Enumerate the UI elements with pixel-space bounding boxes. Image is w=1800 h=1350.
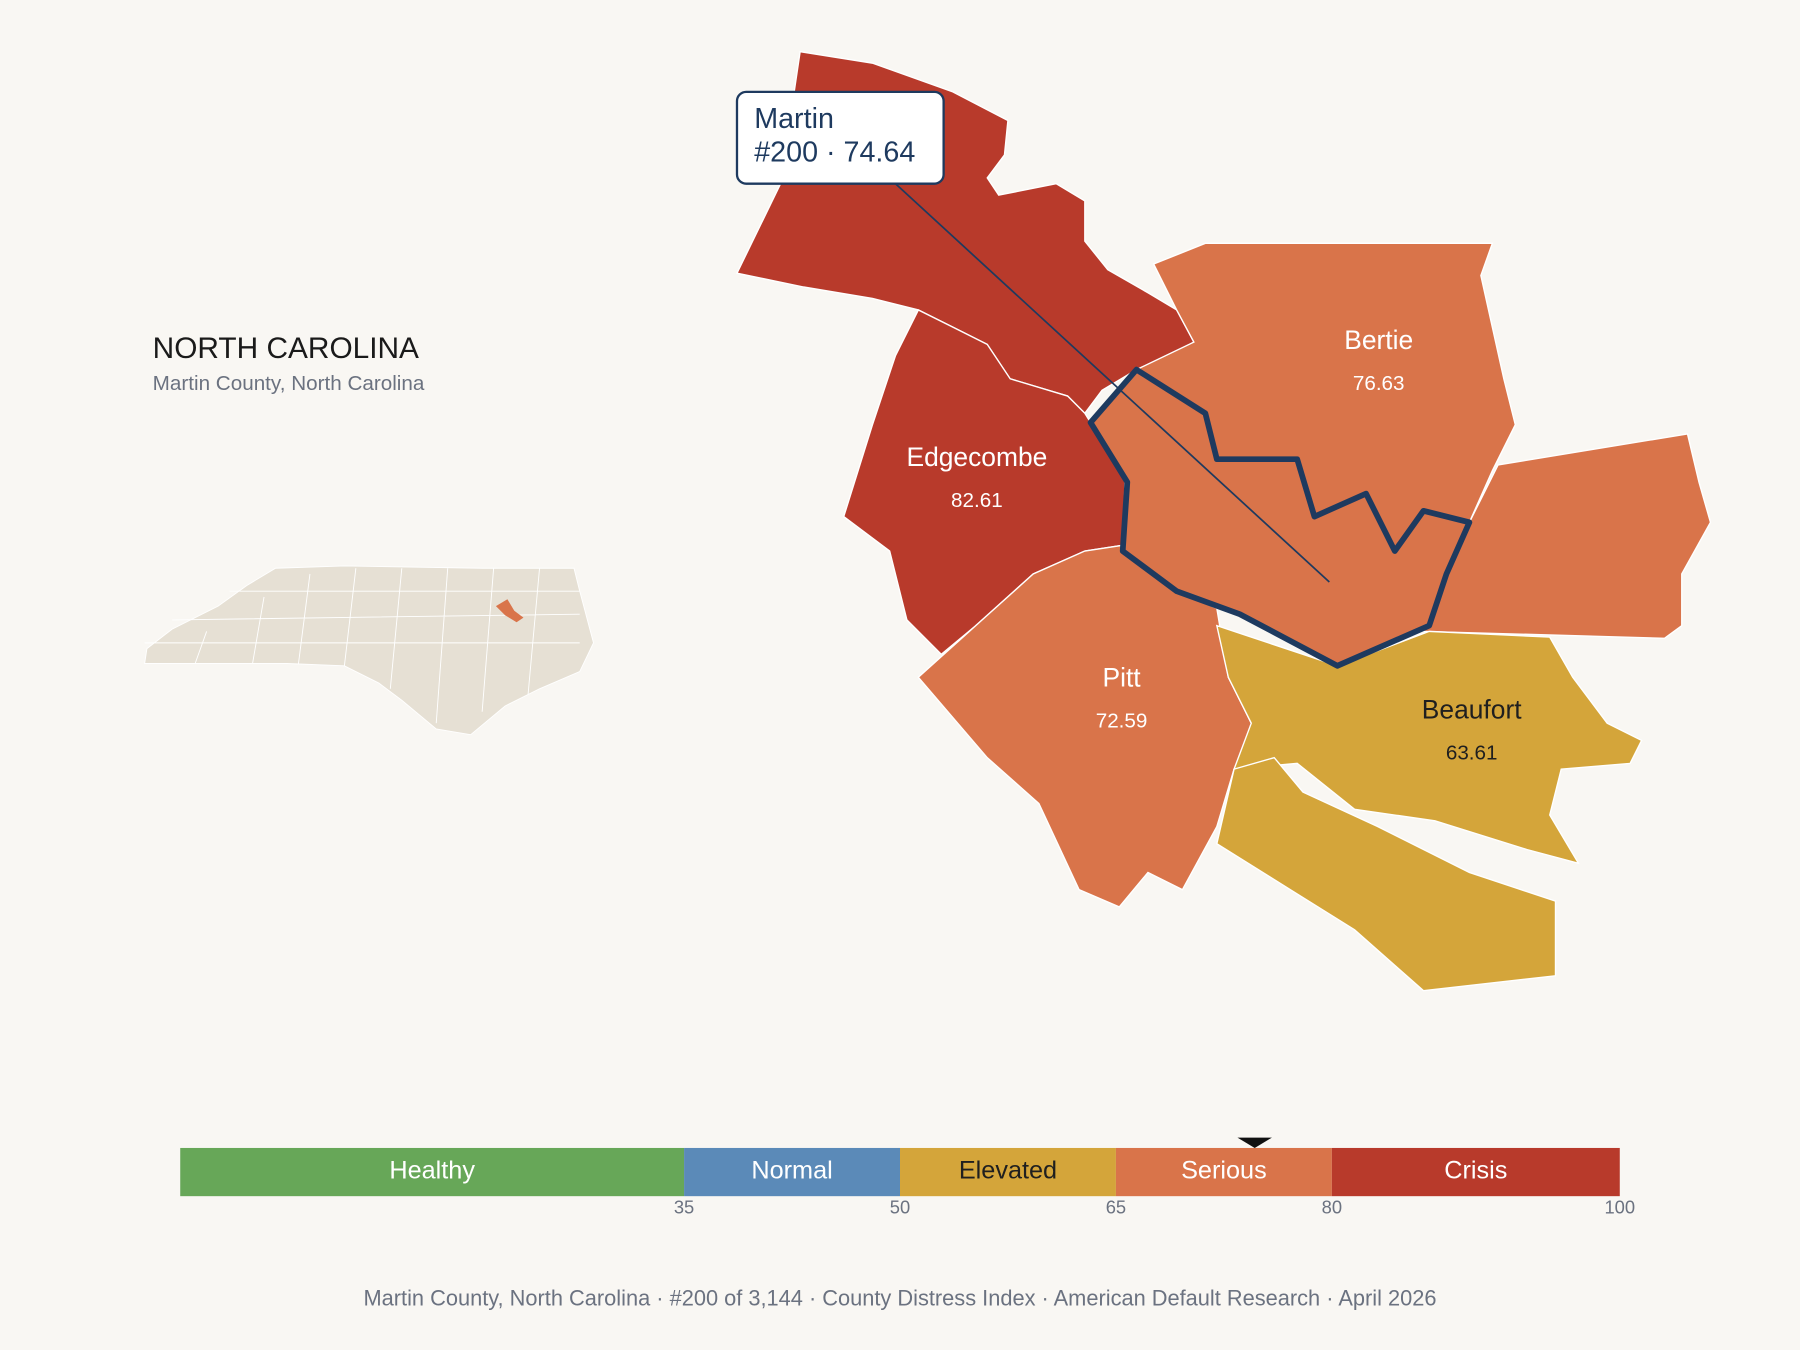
legend-tick-label: 80 [1322, 1197, 1342, 1218]
county-score: 82.61 [951, 489, 1003, 512]
county-score: 76.63 [1353, 372, 1405, 395]
legend-tick-label: 65 [1106, 1197, 1126, 1218]
legend-tick-label: 100 [1604, 1197, 1635, 1218]
inset-highlight [495, 599, 524, 623]
state-subtitle: Martin County, North Carolina [153, 372, 425, 395]
county-name: Pitt [1102, 663, 1141, 693]
legend-band-label: Crisis [1444, 1157, 1507, 1185]
county-score: 63.61 [1446, 742, 1498, 765]
footer: Martin County, North Carolina · #200 of … [364, 1285, 1437, 1310]
legend-tick-label: 50 [890, 1197, 910, 1218]
county-map [735, 50, 1712, 992]
county-labels: Edgecombe 82.61 Bertie 76.63 Pitt 72.59 Beaufo… [906, 325, 1522, 765]
legend-band [900, 1147, 1116, 1197]
county-shape [1215, 624, 1643, 992]
state-inset [144, 565, 594, 736]
legend-band [684, 1147, 900, 1197]
state-title: NORTH CAROLINA [153, 332, 419, 365]
county-name: Beaufort [1422, 695, 1522, 725]
tooltip-box [735, 90, 945, 185]
county-name: Edgecombe [906, 442, 1047, 472]
legend-tick-label: 35 [674, 1197, 694, 1218]
legend-band [1115, 1147, 1332, 1197]
legend-band-label: Elevated [959, 1157, 1057, 1185]
legend-band-label: Normal [751, 1157, 832, 1185]
leader-line [894, 183, 1330, 583]
legend-marker [1237, 1137, 1272, 1148]
county-name: Bertie [1344, 325, 1413, 355]
legend-band-label: Healthy [389, 1157, 475, 1185]
county-score: 72.59 [1096, 710, 1148, 733]
county-part [1216, 756, 1557, 992]
tooltip-name: Martin [754, 103, 834, 135]
tooltip-detail: #200 · 74.64 [754, 136, 915, 168]
legend: Healthy Normal Elevated Serious Crisis 35 50 65… [180, 1137, 1635, 1218]
selected-county[interactable] [1087, 366, 1473, 669]
legend-band [180, 1147, 685, 1197]
legend-band [1331, 1147, 1620, 1197]
legend-band-label: Serious [1181, 1157, 1267, 1185]
